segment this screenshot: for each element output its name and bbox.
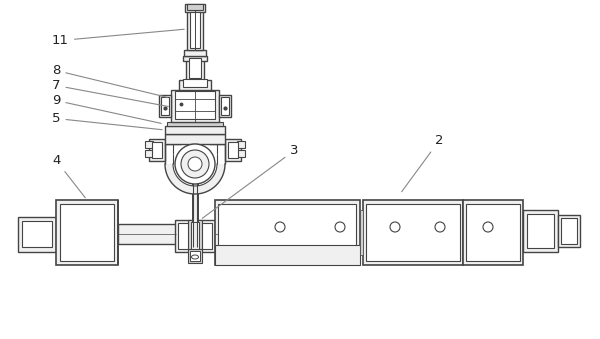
Bar — [118, 224, 176, 244]
Text: 4: 4 — [52, 154, 85, 198]
Bar — [175, 220, 215, 252]
Bar — [215, 200, 360, 265]
Text: 7: 7 — [52, 79, 168, 106]
Bar — [145, 150, 153, 157]
Circle shape — [335, 222, 345, 232]
Bar — [152, 142, 162, 158]
Circle shape — [188, 157, 202, 171]
Bar — [463, 200, 523, 265]
Bar — [237, 141, 245, 148]
Bar — [186, 58, 204, 80]
Bar — [145, 141, 153, 148]
Bar — [215, 245, 360, 265]
Circle shape — [181, 150, 209, 178]
Bar — [183, 56, 207, 61]
Circle shape — [435, 222, 445, 232]
Bar — [189, 58, 201, 78]
Text: 8: 8 — [52, 64, 167, 97]
Bar — [187, 10, 203, 50]
Text: 2: 2 — [401, 134, 443, 192]
Circle shape — [275, 222, 285, 232]
PathPatch shape — [165, 164, 225, 194]
Bar — [179, 80, 211, 90]
Bar — [178, 223, 212, 249]
Text: 3: 3 — [202, 144, 299, 218]
Bar — [219, 95, 231, 117]
Text: 9: 9 — [52, 94, 161, 123]
Bar — [558, 215, 580, 247]
Bar — [56, 200, 118, 265]
Bar — [191, 222, 199, 250]
Bar — [360, 210, 363, 255]
Bar — [523, 210, 558, 252]
Bar — [188, 249, 202, 263]
Bar — [466, 204, 520, 261]
Bar — [18, 217, 56, 252]
Bar — [221, 97, 229, 115]
Bar — [527, 214, 554, 248]
Text: 5: 5 — [52, 112, 162, 130]
Bar — [561, 218, 577, 244]
Text: 11: 11 — [52, 29, 184, 47]
Bar — [215, 224, 310, 244]
Bar — [60, 204, 114, 261]
Ellipse shape — [191, 255, 199, 259]
Bar — [363, 200, 463, 265]
Bar — [225, 139, 241, 161]
Bar — [190, 12, 200, 48]
Bar — [159, 95, 171, 117]
Bar — [171, 90, 219, 122]
Bar — [190, 251, 200, 261]
Circle shape — [483, 222, 493, 232]
Bar — [188, 220, 202, 252]
Bar — [192, 174, 198, 247]
Bar — [165, 134, 225, 144]
Bar — [167, 122, 223, 126]
Circle shape — [175, 144, 215, 184]
Bar — [237, 150, 245, 157]
Bar — [165, 126, 225, 134]
Bar — [366, 204, 460, 261]
Bar — [175, 91, 215, 119]
Bar — [218, 204, 356, 261]
Bar — [185, 4, 205, 12]
Bar — [187, 4, 203, 10]
Bar — [228, 142, 238, 158]
Circle shape — [390, 222, 400, 232]
Bar — [161, 97, 169, 115]
Bar — [149, 139, 165, 161]
Bar — [183, 79, 207, 87]
Bar — [22, 221, 52, 247]
Bar — [184, 50, 206, 56]
